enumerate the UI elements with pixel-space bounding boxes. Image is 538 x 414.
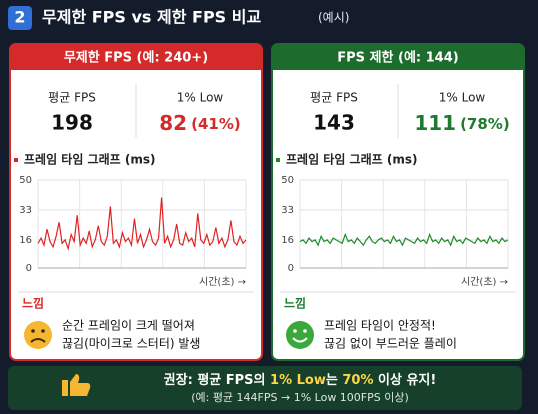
y-tick-label: 33 xyxy=(19,205,32,216)
panel: FPS 제한 (예: 144) 평균 FPS 143 1% Low 111 (78… xyxy=(271,43,525,361)
x-axis-label: 시간(초) → xyxy=(199,276,246,288)
y-tick-label: 0 xyxy=(288,263,294,274)
y-tick-label: 16 xyxy=(19,235,32,246)
low-label: 1% Low xyxy=(177,91,224,105)
title-marker xyxy=(14,158,18,162)
feel-line: 순간 프레임이 크게 떨어져 xyxy=(62,319,195,333)
y-tick-label: 16 xyxy=(281,235,294,246)
sad-face xyxy=(24,321,52,349)
frame-time-chart: 프레임 타임 그래프 (ms) 0 16 33 50 시간(초) → xyxy=(14,152,247,288)
feel-line: 끊김 없이 부드러운 플레이 xyxy=(324,337,457,351)
avg-value: 198 xyxy=(51,111,93,135)
frame-time-chart: 프레임 타임 그래프 (ms) 0 16 33 50 시간(초) → xyxy=(276,152,509,288)
footer-box xyxy=(8,366,522,410)
avg-label: 평균 FPS xyxy=(48,91,96,105)
avg-label: 평균 FPS xyxy=(310,91,358,105)
footer-segment: 이상 유지! xyxy=(373,372,436,388)
feel-label: 느낌 xyxy=(22,296,44,311)
footer-segment: 1% Low xyxy=(270,373,326,388)
low-number: 82 xyxy=(159,111,187,135)
badge-number: 2 xyxy=(14,8,25,27)
footer-main: 권장: 평균 FPS의 1% Low는 70% 이상 유지! xyxy=(164,372,437,388)
panel-header xyxy=(272,44,524,70)
feel-line: 끊김(마이크로 스터터) 발생 xyxy=(62,337,200,351)
panel-header xyxy=(10,44,262,70)
x-axis-label: 시간(초) → xyxy=(461,276,508,288)
badge xyxy=(8,6,32,30)
footer-segment: 는 xyxy=(326,373,343,388)
header-title: 무제한 FPS vs 제한 FPS 비교 xyxy=(42,8,261,27)
title-marker xyxy=(276,158,280,162)
happy-face xyxy=(286,321,314,349)
y-tick-label: 50 xyxy=(281,175,294,186)
y-tick-label: 0 xyxy=(26,263,32,274)
low-pct: (78%) xyxy=(460,115,510,133)
low-number: 111 xyxy=(414,111,456,135)
low-value: 82 (41%) xyxy=(159,111,240,135)
chart-title: 프레임 타임 그래프 (ms) xyxy=(24,152,155,167)
footer-segment: 권장: 평균 FPS의 xyxy=(164,372,270,388)
y-tick-label: 50 xyxy=(19,175,32,186)
frame-time-line xyxy=(299,232,509,247)
panel-title: FPS 제한 (예: 144) xyxy=(337,50,458,66)
low-pct: (41%) xyxy=(191,115,241,133)
feel-line: 프레임 타임이 안정적! xyxy=(324,319,436,333)
chart-title: 프레임 타임 그래프 (ms) xyxy=(286,152,417,167)
panel-title: 무제한 FPS (예: 240+) xyxy=(64,50,208,66)
panel: 무제한 FPS (예: 240+) 평균 FPS 198 1% Low 82 (4… xyxy=(9,43,263,361)
thumb-icon xyxy=(62,374,91,396)
low-value: 111 (78%) xyxy=(414,111,509,135)
avg-value: 143 xyxy=(313,111,355,135)
y-tick-label: 33 xyxy=(281,205,294,216)
header-note: (예시) xyxy=(318,11,349,25)
footer-segment: 70% xyxy=(342,373,373,388)
low-label: 1% Low xyxy=(439,91,486,105)
frame-time-line xyxy=(37,197,247,251)
footer-example: (예: 평균 144FPS → 1% Low 100FPS 이상) xyxy=(191,391,409,404)
feel-label: 느낌 xyxy=(284,296,306,311)
